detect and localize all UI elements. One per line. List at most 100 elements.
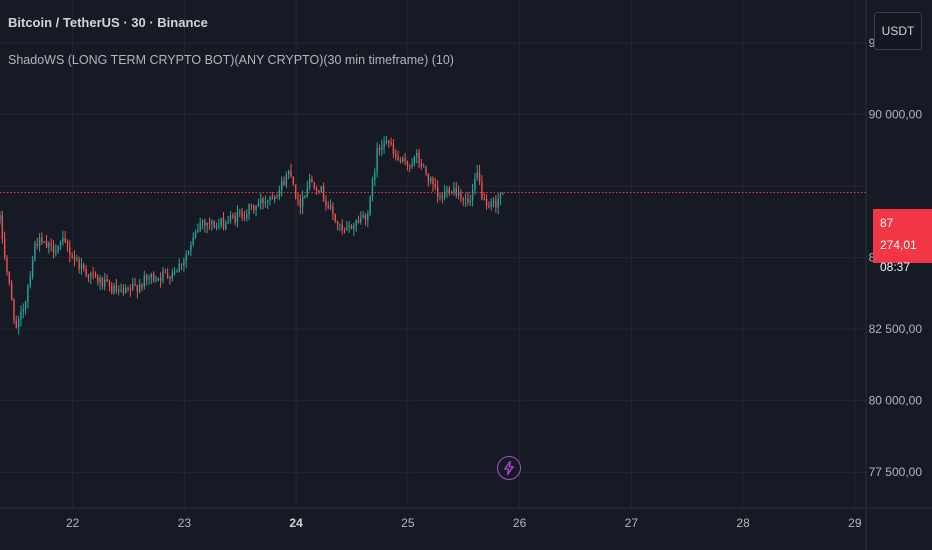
candle-body — [495, 201, 497, 208]
candle-body — [376, 148, 378, 173]
candle-body — [192, 236, 194, 245]
candle-body — [381, 146, 383, 150]
date-tick-label: 26 — [513, 516, 527, 530]
candle-body — [20, 311, 22, 320]
candle-body — [87, 275, 90, 278]
candle-body — [197, 230, 199, 232]
candle-body — [78, 259, 80, 269]
candle-body — [269, 197, 271, 201]
candle-body — [155, 280, 157, 282]
candle-body — [350, 225, 353, 230]
price-tick-label: 90 000,00 — [869, 107, 923, 121]
candle-body — [395, 153, 397, 157]
candle-body — [55, 251, 57, 253]
indicator-legend[interactable]: ShadoWS (LONG TERM CRYPTO BOT)(ANY CRYPT… — [8, 53, 454, 67]
candle-body — [348, 225, 350, 228]
candle-body — [267, 200, 269, 202]
candle-body — [460, 192, 462, 199]
candle-body — [402, 158, 404, 162]
candle-body — [392, 144, 395, 154]
candle-body — [432, 177, 434, 185]
candle-body — [178, 263, 180, 272]
candle-body — [325, 200, 327, 206]
candle-body — [31, 260, 34, 277]
candle-body — [462, 198, 464, 200]
candle-body — [15, 320, 17, 328]
candle-body — [399, 160, 402, 162]
candle-body — [287, 171, 290, 175]
candle-body — [204, 221, 206, 226]
candle-body — [469, 200, 471, 203]
candle-body — [211, 220, 213, 225]
alert-button[interactable] — [497, 456, 521, 480]
candle-body — [397, 156, 399, 161]
candle-body — [43, 241, 45, 243]
candle-body — [73, 256, 76, 260]
candle-body — [187, 250, 190, 255]
date-tick-label: 24 — [289, 516, 303, 530]
candle-body — [308, 178, 311, 188]
candle-body — [111, 285, 113, 293]
time-axis[interactable]: 22 23 24 25 26 27 28 29 — [66, 516, 862, 530]
candle-body — [90, 273, 92, 278]
candle-body — [69, 247, 71, 255]
candle-body — [104, 279, 106, 287]
candle-body — [474, 177, 476, 190]
candle-body — [471, 189, 474, 201]
candle-body — [388, 140, 390, 143]
candle-body — [92, 273, 94, 275]
candle-body — [218, 225, 220, 227]
candle-body — [83, 264, 85, 270]
candle-body — [232, 215, 234, 217]
candle-body — [294, 184, 297, 199]
candle-body — [360, 217, 362, 223]
candle-body — [120, 289, 122, 291]
candle-body — [190, 244, 192, 251]
candle-body — [169, 277, 171, 279]
date-tick-label: 22 — [66, 516, 80, 530]
candle-body — [141, 284, 143, 288]
candle-body — [246, 214, 248, 219]
candle-body — [106, 279, 108, 282]
candle-countdown: 08:37 — [880, 260, 911, 274]
candle-body — [264, 201, 267, 204]
candle-body — [129, 288, 132, 290]
candle-body — [29, 276, 31, 286]
candle-body — [404, 158, 406, 162]
candle-body — [220, 218, 222, 226]
candle-body — [85, 269, 87, 276]
candle-body — [334, 214, 336, 222]
candle-body — [353, 225, 355, 230]
candle-body — [362, 215, 364, 218]
candle-body — [173, 272, 176, 274]
candle-body — [429, 177, 432, 182]
candle-body — [222, 218, 225, 229]
symbol-title[interactable]: Bitcoin / TetherUS · 30 · Binance — [8, 15, 208, 30]
candle-body — [357, 220, 360, 223]
candle-body — [134, 284, 136, 286]
candle-body — [457, 192, 460, 196]
candle-body — [467, 198, 469, 203]
candle-body — [369, 196, 371, 215]
candle-body — [215, 225, 218, 228]
candle-body — [17, 319, 20, 328]
candle-body — [80, 264, 83, 269]
candle-body — [227, 221, 229, 223]
candle-body — [138, 284, 141, 292]
candle-body — [199, 222, 201, 231]
candle-body — [367, 214, 369, 220]
price-tick-label: 80 000,00 — [869, 394, 923, 408]
candle-body — [297, 198, 299, 200]
date-tick-label: 28 — [736, 516, 750, 530]
candle-body — [355, 220, 357, 226]
currency-button[interactable]: USDT — [874, 12, 922, 50]
candle-body — [8, 272, 11, 284]
candle-body — [194, 231, 197, 237]
candle-body — [162, 271, 164, 281]
current-price-value: 87 274,01 — [880, 216, 917, 252]
candle-body — [478, 172, 481, 182]
candle-body — [113, 285, 115, 293]
candle-body — [229, 215, 232, 222]
